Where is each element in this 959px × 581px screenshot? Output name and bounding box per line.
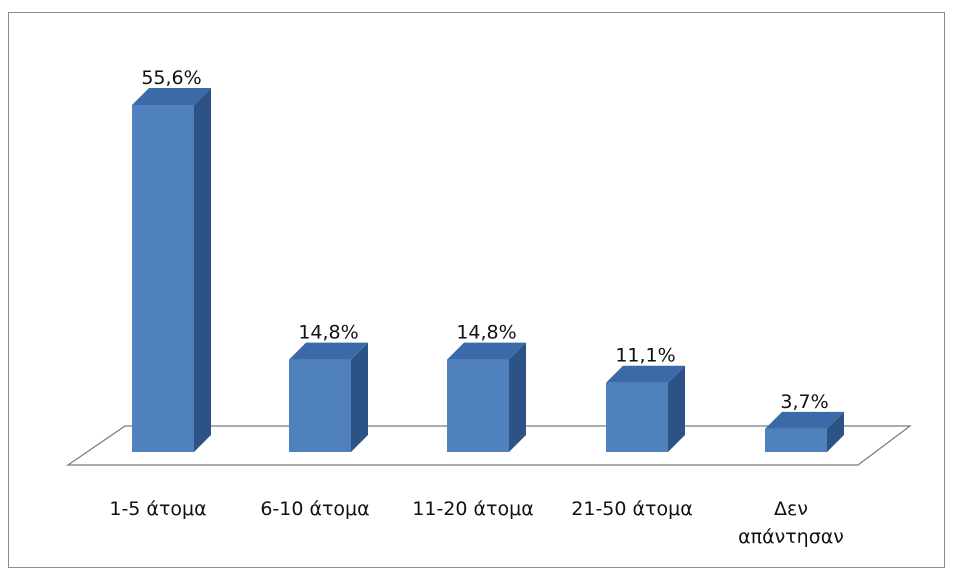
bar-front bbox=[606, 382, 668, 452]
bar-front bbox=[132, 105, 194, 452]
chart-floor bbox=[66, 425, 912, 466]
bar-side bbox=[194, 88, 211, 452]
category-labels-group: 1-5 άτομα 6-10 άτομα 11-20 άτομα 21-50 άτομ… bbox=[109, 498, 844, 548]
bar-side bbox=[509, 342, 526, 452]
bar-top bbox=[765, 411, 844, 429]
bar-5 bbox=[765, 411, 844, 452]
bar-front bbox=[289, 359, 351, 452]
bar-top bbox=[132, 88, 211, 105]
data-label: 14,8% bbox=[456, 322, 516, 344]
category-label: 6-10 άτομα bbox=[260, 498, 369, 520]
bar-4 bbox=[606, 365, 685, 452]
bar-1 bbox=[132, 88, 211, 452]
data-label: 55,6% bbox=[141, 67, 201, 89]
bar-top bbox=[606, 365, 685, 383]
data-label: 14,8% bbox=[298, 322, 358, 344]
data-labels-group: 55,6% 14,8% 14,8% 11,1% 3,7% bbox=[141, 67, 828, 413]
bar-2 bbox=[289, 342, 368, 452]
category-label: 1-5 άτομα bbox=[109, 498, 206, 520]
bars-group bbox=[132, 88, 844, 452]
bar-top bbox=[289, 342, 368, 360]
bar-side bbox=[827, 411, 844, 452]
bar-3 bbox=[447, 342, 526, 452]
bar-front bbox=[447, 359, 509, 452]
category-label: απάντησαν bbox=[738, 526, 844, 548]
category-label: 21-50 άτομα bbox=[571, 498, 692, 520]
bar-front bbox=[765, 428, 827, 452]
category-label: Δεν bbox=[774, 498, 808, 520]
category-label: 11-20 άτομα bbox=[412, 498, 533, 520]
bar-side bbox=[668, 365, 685, 452]
bar-top bbox=[447, 342, 526, 360]
data-label: 11,1% bbox=[615, 345, 675, 367]
data-label: 3,7% bbox=[780, 391, 828, 413]
bar-side bbox=[351, 342, 368, 452]
